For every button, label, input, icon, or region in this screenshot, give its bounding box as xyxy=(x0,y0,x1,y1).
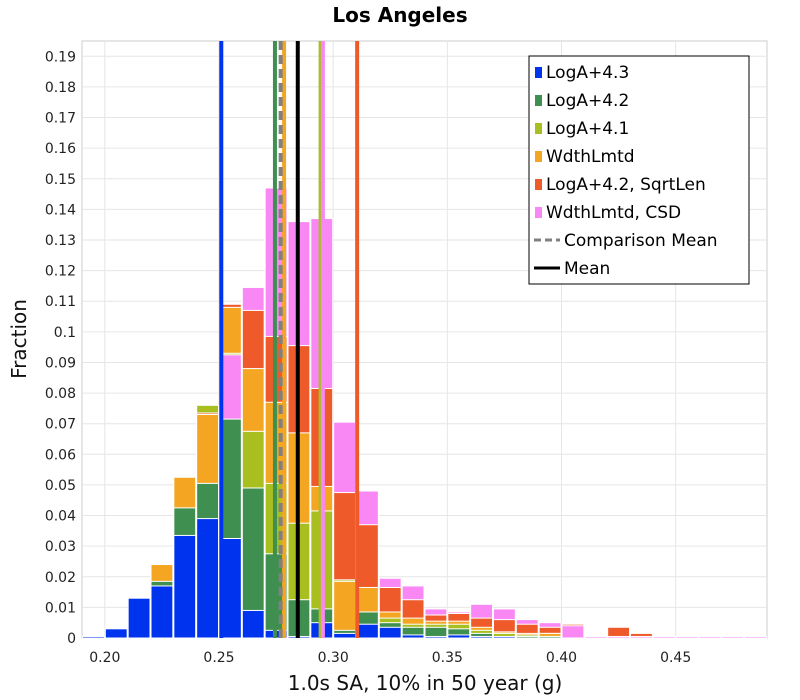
y-tick-label: 0.13 xyxy=(45,233,76,249)
bar-wdthlmtd-csd xyxy=(652,635,676,639)
bar-loga-4-3 xyxy=(493,635,516,639)
y-tick-label: 0.05 xyxy=(45,478,76,494)
y-tick-label: 0.06 xyxy=(45,447,76,463)
x-tick-label: 0.20 xyxy=(89,650,120,666)
y-tick-label: 0.15 xyxy=(45,172,76,188)
y-axis-title: Fraction xyxy=(7,299,31,379)
bar-wdthlmtd-csd xyxy=(675,635,699,639)
bar-loga-4-3 xyxy=(150,585,174,639)
bar-wdthlmtd xyxy=(333,580,356,639)
y-tick-label: 0 xyxy=(67,631,76,647)
legend-swatch xyxy=(535,179,542,190)
bar-loga-4-3 xyxy=(470,635,493,639)
x-tick-label: 0.35 xyxy=(432,650,463,666)
legend-swatch xyxy=(535,151,542,162)
bar-loga-4-3 xyxy=(173,534,197,639)
y-tick-label: 0.09 xyxy=(45,355,76,371)
bar-loga-4-3 xyxy=(378,626,402,639)
y-tick-label: 0.01 xyxy=(45,600,76,616)
bar-wdthlmtd-csd xyxy=(561,625,585,639)
legend-label: LogA+4.2 xyxy=(546,91,629,111)
legend-label: WdthLmtd, CSD xyxy=(546,203,681,223)
bar-wdthlmtd-csd xyxy=(721,635,745,639)
bar-loga-4-3 xyxy=(104,628,128,639)
y-tick-label: 0.1 xyxy=(54,325,76,341)
legend-label: LogA+4.3 xyxy=(546,63,629,83)
bar-loga-4-3 xyxy=(424,635,448,639)
y-tick-label: 0.17 xyxy=(45,111,76,127)
chart-title: Los Angeles xyxy=(332,3,467,27)
y-tick-label: 0.14 xyxy=(45,202,76,218)
bar-wdthlmtd-csd xyxy=(698,635,722,639)
x-axis-ticks: 0.20 0.25 0.30 0.35 0.40 0.45 xyxy=(89,650,691,666)
bar-wdthlmtd-csd xyxy=(744,635,768,639)
mean-lines xyxy=(219,41,360,638)
legend-label: LogA+4.1 xyxy=(546,119,629,139)
bar-loga-4-2 xyxy=(538,635,562,639)
y-tick-label: 0.03 xyxy=(45,539,76,555)
bar-loga-4-2 xyxy=(515,635,539,639)
bar-loga-4-3 xyxy=(401,634,425,639)
y-tick-label: 0.18 xyxy=(45,80,76,96)
legend-label: LogA+4.2, SqrtLen xyxy=(546,175,706,195)
y-tick-label: 0.04 xyxy=(45,509,76,525)
x-tick-label: 0.30 xyxy=(318,650,349,666)
y-tick-label: 0.19 xyxy=(45,49,76,65)
y-tick-label: 0.02 xyxy=(45,570,76,586)
x-tick-label: 0.25 xyxy=(203,650,234,666)
bar-loga-4-3 xyxy=(356,623,379,639)
x-tick-label: 0.40 xyxy=(546,650,577,666)
y-tick-label: 0.07 xyxy=(45,417,76,433)
bar-wdthlmtd-csd xyxy=(607,635,631,639)
legend-label: WdthLmtd xyxy=(546,147,635,167)
bar-wdthlmtd-csd xyxy=(584,635,608,639)
y-axis-ticks: 0 0.01 0.02 0.03 0.04 0.05 0.06 0.07 0.08 0.09 0.1… xyxy=(45,49,76,647)
bar-loga-4-3 xyxy=(447,634,471,639)
bar-loga-4-3 xyxy=(333,632,356,639)
x-axis-title: 1.0s SA, 10% in 50 year (g) xyxy=(288,671,563,695)
legend: LogA+4.3 LogA+4.2 LogA+4.1 WdthLmtd LogA+4.2… xyxy=(528,55,750,285)
legend-swatch xyxy=(535,67,542,78)
y-tick-label: 0.16 xyxy=(45,141,76,157)
bar-loga-4-3 xyxy=(196,518,220,639)
y-tick-label: 0.08 xyxy=(45,386,76,402)
bar-loga-4-3 xyxy=(241,609,265,639)
bar-loga-4-3 xyxy=(82,635,105,639)
legend-label: Mean xyxy=(564,259,610,279)
legend-box xyxy=(528,55,750,285)
y-tick-label: 0.12 xyxy=(45,264,76,280)
bar-loga-4-3 xyxy=(127,597,151,639)
legend-label: Comparison Mean xyxy=(564,231,718,251)
legend-swatch xyxy=(535,95,542,106)
legend-swatch xyxy=(535,207,542,218)
legend-swatch xyxy=(535,123,542,134)
x-tick-label: 0.45 xyxy=(660,650,691,666)
bar-wdthlmtd-csd xyxy=(630,635,653,639)
y-tick-label: 0.11 xyxy=(45,294,76,310)
